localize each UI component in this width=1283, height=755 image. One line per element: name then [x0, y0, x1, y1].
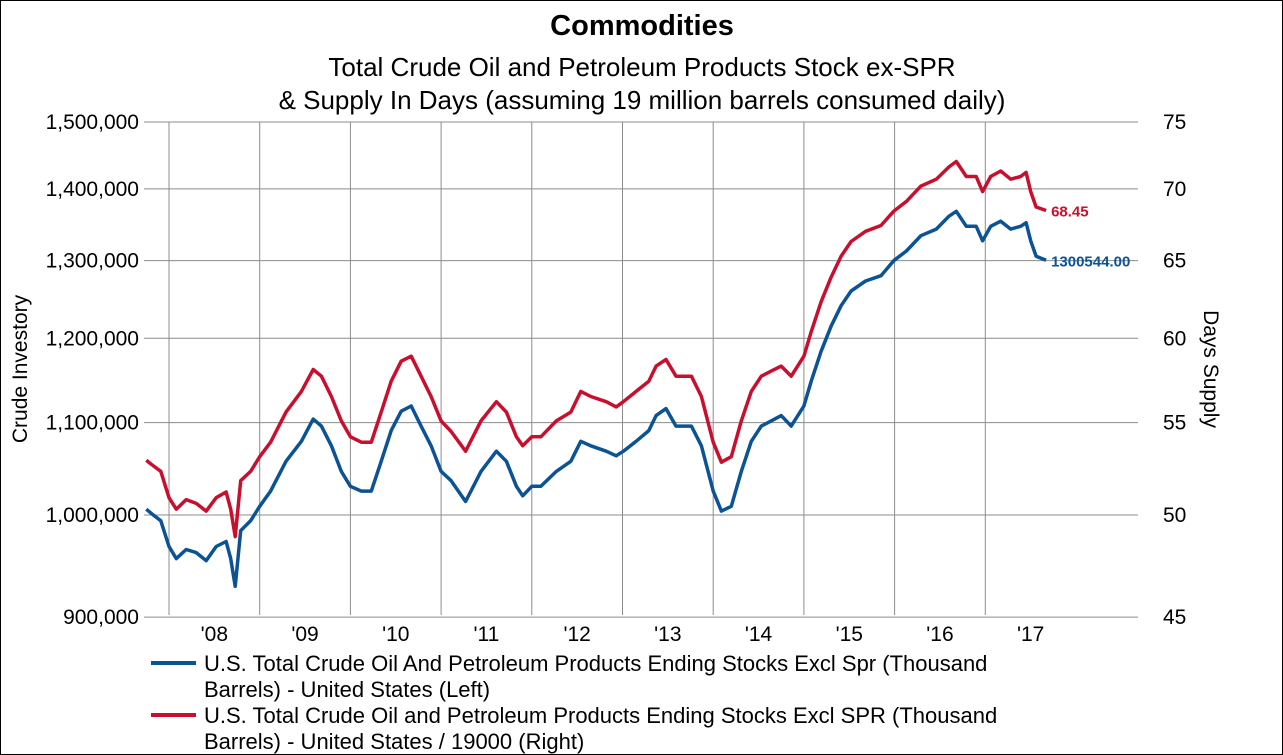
series-lines — [145, 159, 1047, 589]
series-line-red — [145, 159, 1047, 539]
legend-label-blue-line-1: U.S. Total Crude Oil And Petroleum Produ… — [204, 651, 987, 676]
legend-label-red-line-1: U.S. Total Crude Oil and Petroleum Produ… — [204, 703, 997, 728]
y-right-tick-label: 50 — [1163, 504, 1186, 527]
y-left-tick-label: 1,100,000 — [46, 412, 139, 435]
y-right-tick-label: 70 — [1163, 178, 1186, 201]
y-left-tick-label: 1,000,000 — [46, 504, 139, 527]
y-axis-right-title: Days Supply — [1199, 310, 1222, 428]
legend: U.S. Total Crude Oil And Petroleum Produ… — [151, 651, 997, 754]
y-left-tick-label: 1,300,000 — [46, 250, 139, 273]
chart-subtitle-line-2: & Supply In Days (assuming 19 million ba… — [279, 85, 1006, 115]
axis-ticks: 900,000 1,000,000 1,100,000 1,200,000 1,300,… — [46, 111, 1187, 646]
x-tick-label: '16 — [926, 623, 953, 646]
y-left-tick-label: 900,000 — [63, 606, 139, 629]
series-line-blue — [145, 209, 1047, 589]
chart-title: Commodities — [550, 10, 734, 42]
y-right-tick-label: 55 — [1163, 412, 1186, 435]
gridlines — [144, 121, 1138, 618]
x-tick-label: '17 — [1017, 623, 1044, 646]
x-tick-label: '12 — [563, 623, 590, 646]
x-tick-label: '10 — [382, 623, 409, 646]
chart-subtitle-line-1: Total Crude Oil and Petroleum Products S… — [328, 52, 955, 82]
blue-series-last-value: 1300544.00 — [1051, 253, 1130, 270]
x-tick-label: '14 — [745, 623, 773, 646]
y-right-tick-label: 75 — [1163, 111, 1186, 134]
y-left-tick-label: 1,400,000 — [46, 178, 139, 201]
x-tick-label: '08 — [201, 623, 228, 646]
red-series-last-value: 68.45 — [1051, 204, 1089, 221]
legend-label-blue-line-2: Barrels) - United States (Left) — [204, 677, 490, 702]
y-right-tick-label: 45 — [1163, 606, 1186, 629]
x-tick-label: '09 — [291, 623, 318, 646]
x-tick-label: '15 — [836, 623, 863, 646]
y-axis-left-title: Crude Investory — [9, 294, 32, 443]
legend-label-red-line-2: Barrels) - United States / 19000 (Right) — [204, 729, 584, 754]
y-left-tick-label: 1,500,000 — [46, 111, 139, 134]
y-right-tick-label: 65 — [1163, 250, 1186, 273]
y-right-tick-label: 60 — [1163, 327, 1186, 350]
y-left-tick-label: 1,200,000 — [46, 327, 139, 350]
x-tick-label: '13 — [654, 623, 681, 646]
x-tick-label: '11 — [474, 623, 500, 646]
